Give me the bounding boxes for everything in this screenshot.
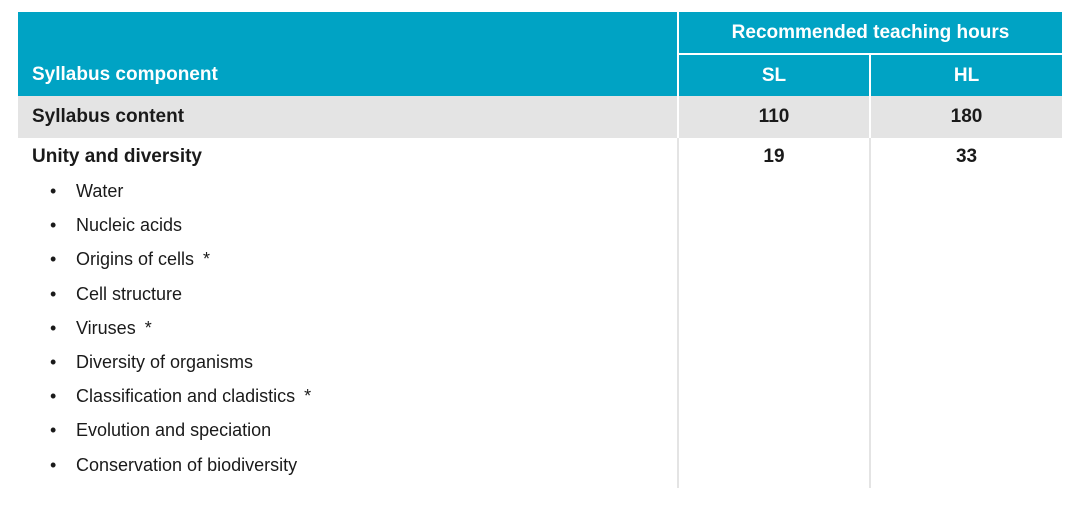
header-recommended-hours: Recommended teaching hours <box>678 12 1062 54</box>
topic-label: Conservation of biodiversity <box>76 455 297 475</box>
topic-item: Water <box>50 174 663 208</box>
topic-label: Water <box>76 181 123 201</box>
asterisk-icon: * <box>295 386 311 406</box>
syllabus-table-container: Syllabus component Recommended teaching … <box>0 0 1080 531</box>
asterisk-icon: * <box>194 249 210 269</box>
topic-item: Conservation of biodiversity <box>50 448 663 482</box>
syllabus-table: Syllabus component Recommended teaching … <box>18 12 1062 488</box>
topic-label: Classification and cladistics <box>76 386 295 406</box>
header-row-top: Syllabus component Recommended teaching … <box>18 12 1062 54</box>
cell-section-sl: 19 <box>678 138 870 488</box>
cell-syllabus-content-hl: 180 <box>870 96 1062 138</box>
header-syllabus-component: Syllabus component <box>18 12 677 96</box>
topic-item: Classification and cladistics * <box>50 379 663 413</box>
topic-label: Viruses <box>76 318 136 338</box>
topic-item: Evolution and speciation <box>50 413 663 447</box>
topic-item: Cell structure <box>50 277 663 311</box>
topic-item: Origins of cells * <box>50 242 663 276</box>
cell-section-hl: 33 <box>870 138 1062 488</box>
topic-item: Nucleic acids <box>50 208 663 242</box>
topic-item: Diversity of organisms <box>50 345 663 379</box>
cell-syllabus-content-label: Syllabus content <box>18 96 678 138</box>
topic-label: Evolution and speciation <box>76 420 271 440</box>
header-col-hl: HL <box>870 54 1062 96</box>
header-col-sl: SL <box>678 54 870 96</box>
row-syllabus-content: Syllabus content 110 180 <box>18 96 1062 138</box>
cell-section-body: Unity and diversity Water Nucleic acids Or… <box>18 138 678 488</box>
topic-label: Diversity of organisms <box>76 352 253 372</box>
topic-item: Viruses * <box>50 311 663 345</box>
section-title: Unity and diversity <box>32 146 663 168</box>
topic-label: Origins of cells <box>76 249 194 269</box>
row-unity-diversity: Unity and diversity Water Nucleic acids Or… <box>18 138 1062 488</box>
cell-syllabus-content-sl: 110 <box>678 96 870 138</box>
topic-label: Nucleic acids <box>76 215 182 235</box>
asterisk-icon: * <box>136 318 152 338</box>
topic-label: Cell structure <box>76 284 182 304</box>
topic-list: Water Nucleic acids Origins of cells * Cell… <box>32 174 663 482</box>
